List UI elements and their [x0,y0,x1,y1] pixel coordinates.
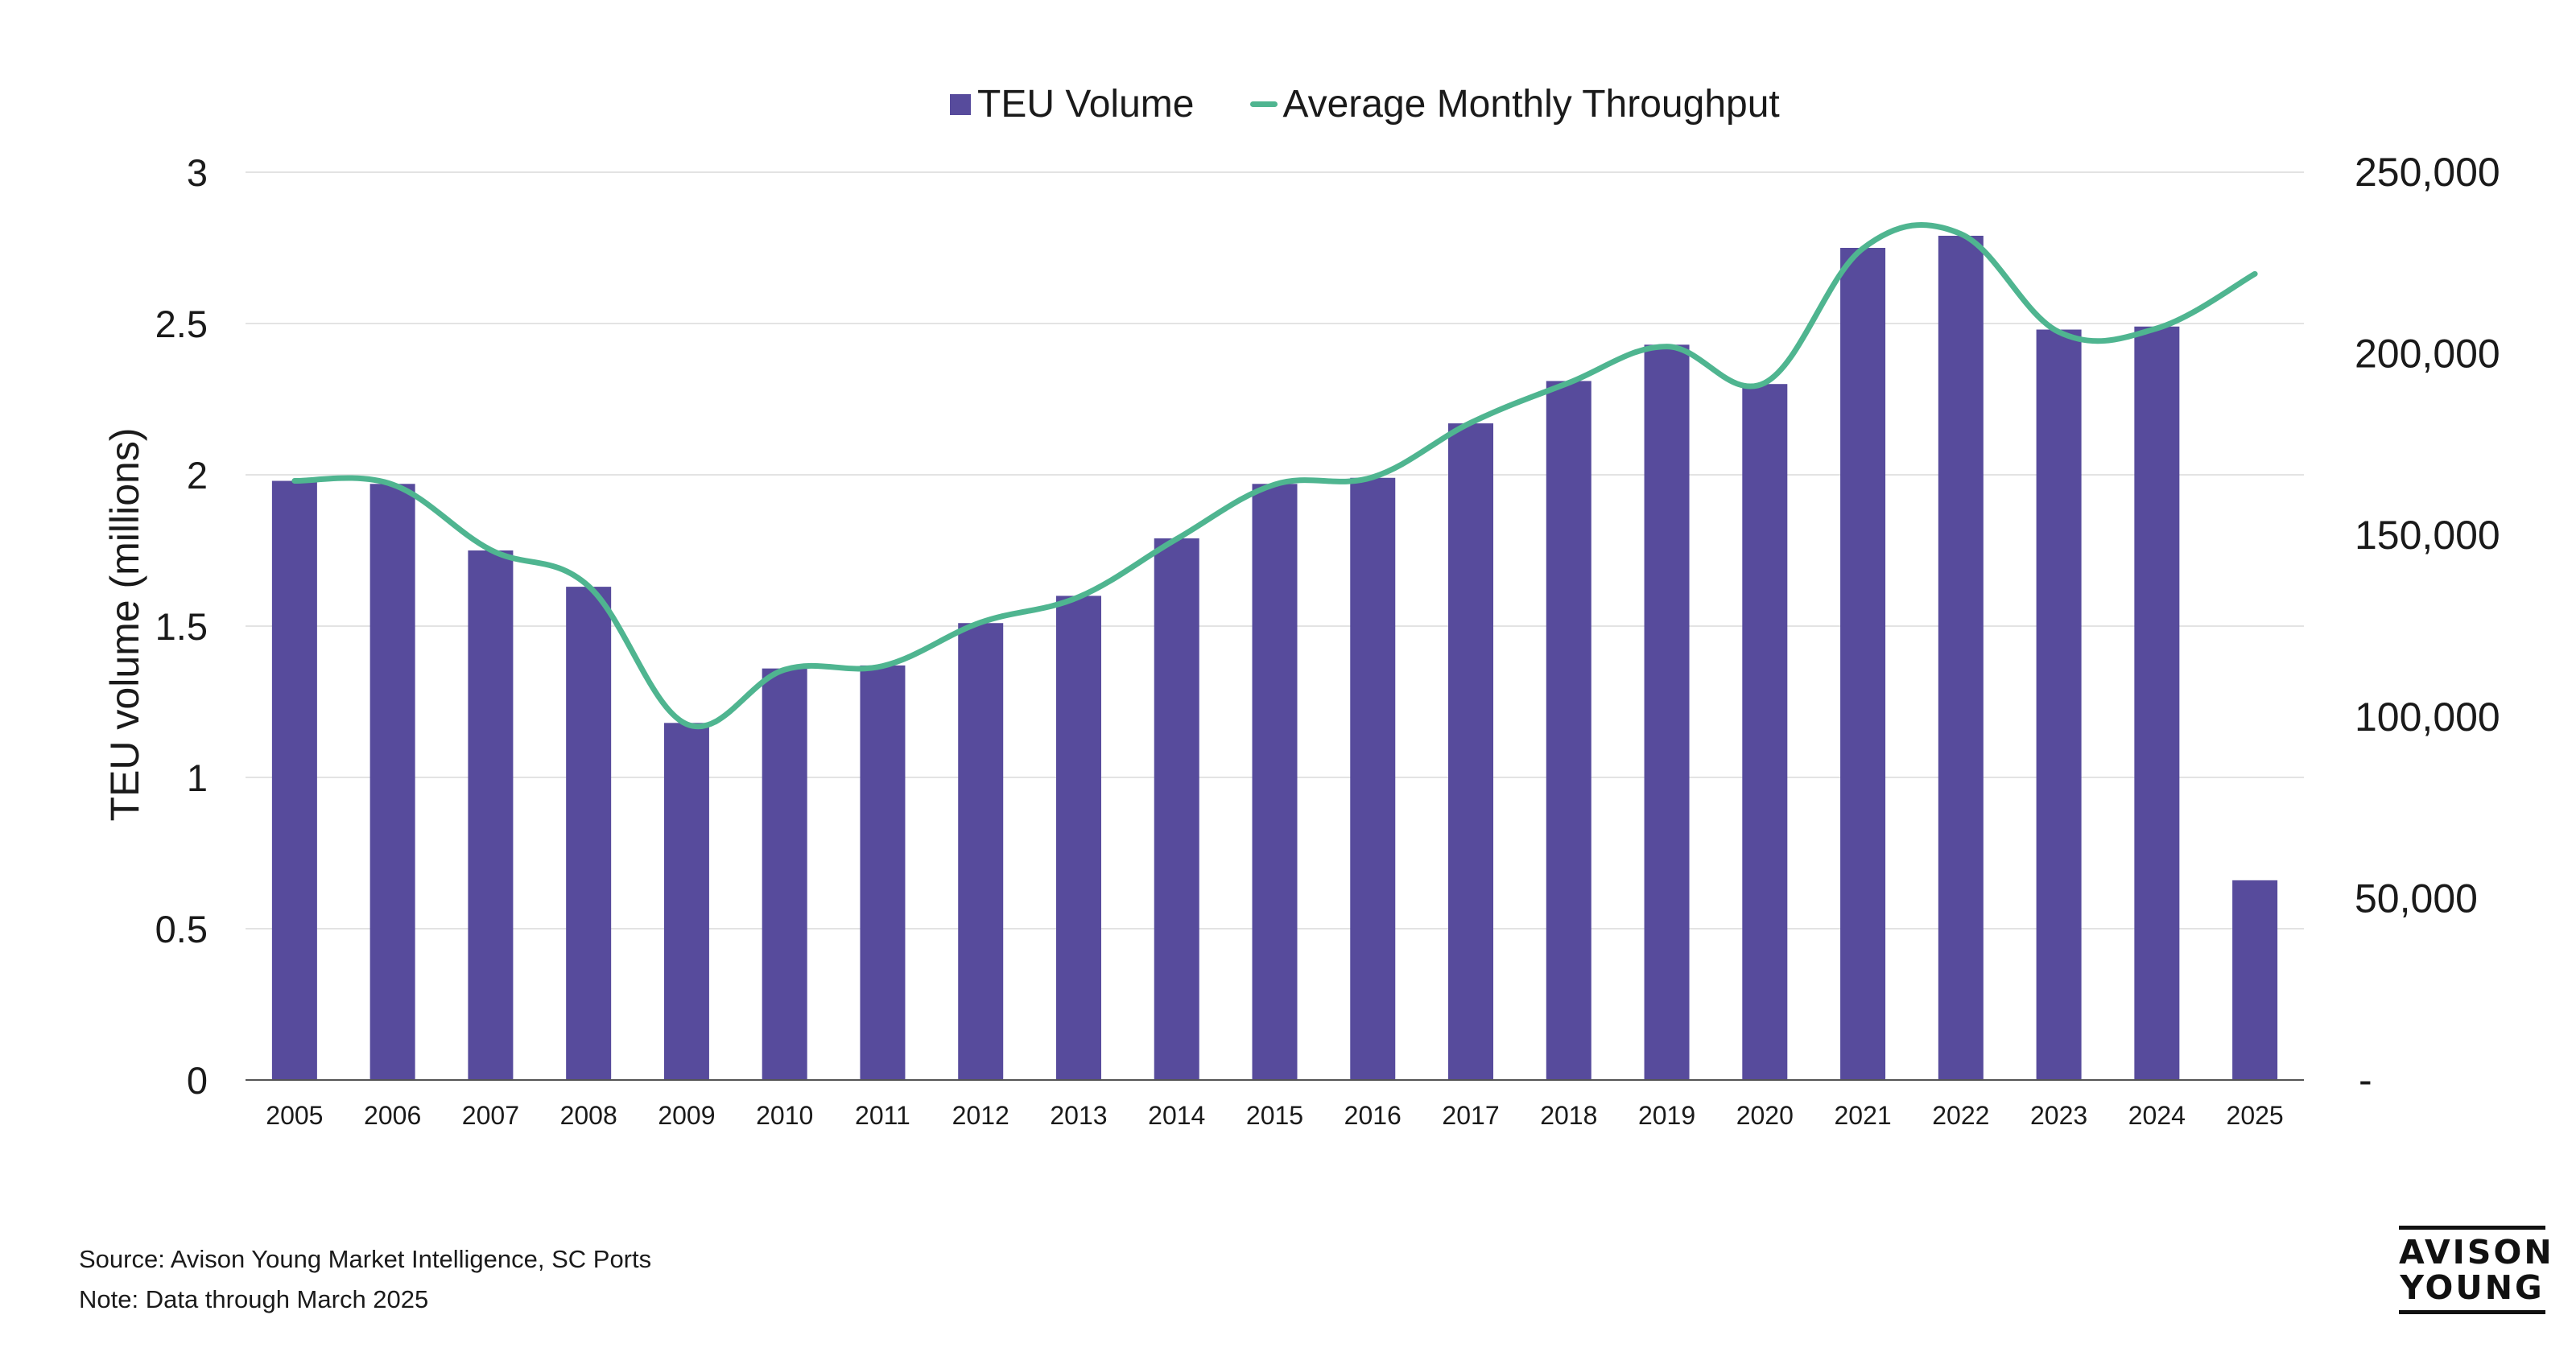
x-tick-label: 2025 [2227,1101,2284,1130]
line-point-2018 [1567,381,1571,385]
x-tick-label: 2021 [1834,1101,1891,1130]
line-point-2017 [1468,420,1473,425]
bar-2013 [1055,596,1101,1080]
y2-tick-label: 200,000 [2355,332,2500,377]
data-note: Note: Data through March 2025 [79,1285,429,1313]
bar-2010 [762,668,807,1080]
bar-2012 [958,623,1004,1080]
line-point-2007 [488,547,493,552]
logo-line-2: YOUNG [2400,1268,2545,1307]
line-point-2022 [1959,232,1963,237]
x-tick-label: 2022 [1932,1101,1989,1130]
y-tick-label: 1 [187,756,208,799]
legend-line-swatch [1250,101,1278,107]
bar-2019 [1644,344,1690,1080]
x-tick-label: 2007 [462,1101,519,1130]
x-tick-label: 2005 [266,1101,323,1130]
x-tick-label: 2011 [855,1101,910,1130]
line-point-2008 [586,583,591,588]
y-tick-label: 0 [187,1059,208,1102]
bar-2005 [271,480,317,1080]
y-tick-label: 0.5 [155,908,208,950]
logo-top-rule [2399,1226,2545,1230]
bar-2015 [1252,484,1298,1080]
line-point-2019 [1665,344,1670,349]
bar-2016 [1350,477,1396,1080]
y2-tick-label: 50,000 [2355,876,2478,921]
line-point-2013 [1076,595,1081,600]
line-point-2015 [1273,482,1278,487]
throughput-line [291,221,2258,730]
y2-tick-label: 250,000 [2355,150,2500,195]
logo-bottom-rule [2399,1310,2545,1314]
bar-2025 [2232,880,2278,1080]
line-point-2016 [1370,475,1375,480]
line-point-2021 [1860,246,1865,251]
bar-series [271,235,2278,1081]
line-point-2009 [684,722,689,727]
x-tick-label: 2014 [1148,1101,1205,1130]
x-tick-label: 2020 [1736,1101,1794,1130]
bar-2023 [2036,329,2082,1080]
x-tick-label: 2017 [1442,1101,1499,1130]
x-tick-label: 2016 [1344,1101,1402,1130]
line-point-2006 [390,482,395,487]
line-point-2012 [978,620,983,624]
legend-item-teu-volume: TEU Volume [950,82,1194,126]
x-tick-label: 2019 [1638,1101,1695,1130]
line-series [291,221,2258,730]
y-tick-label: 2 [187,454,208,497]
bar-2017 [1448,423,1494,1080]
line-point-2023 [2057,330,2062,335]
legend-label-average-monthly-throughput: Average Monthly Throughput [1282,83,1780,126]
y-axis-title: TEU volume (millions) [102,428,147,822]
line-point-2024 [2154,326,2159,331]
bar-2008 [566,587,612,1080]
bar-2006 [369,484,415,1080]
y2-tick-label: - [2359,1057,2372,1103]
x-tick-label: 2024 [2128,1101,2186,1130]
bar-2022 [1938,235,1984,1081]
legend-item-average-monthly-throughput: Average Monthly Throughput [1250,82,1780,126]
bar-2011 [860,665,906,1080]
logo-line-1: AVISON [2399,1233,2554,1272]
line-point-2011 [880,664,885,669]
chart-footer: Source: Avison Young Market Intelligence… [79,1239,651,1320]
axes: 0 0.5 1 1.5 2 2.5 3 - 50,000 100,000 150,000 200,00… [155,150,2500,1130]
x-tick-label: 2023 [2030,1101,2087,1130]
line-point-2014 [1174,537,1179,542]
line-point-2020 [1762,381,1767,385]
bar-2021 [1840,248,1886,1080]
line-point-2010 [782,667,787,672]
legend: TEU Volume Average Monthly Throughput [950,82,1780,126]
legend-bar-swatch [950,93,971,115]
bar-2020 [1742,384,1788,1080]
y-tick-label: 2.5 [155,303,208,345]
x-tick-label: 2008 [560,1101,617,1130]
bar-2024 [2134,326,2180,1080]
x-tick-label: 2013 [1050,1101,1107,1130]
bar-2009 [663,723,709,1080]
y-tick-label: 1.5 [155,605,208,648]
x-tick-label: 2009 [658,1101,715,1130]
y-tick-label: 3 [187,151,208,194]
avison-young-logo: AVISON YOUNG [2399,1226,2554,1314]
source-note: Source: Avison Young Market Intelligence… [79,1245,652,1273]
legend-label-teu-volume: TEU Volume [977,83,1195,126]
y2-tick-label: 100,000 [2355,695,2500,740]
x-tick-label: 2012 [952,1101,1009,1130]
y2-tick-label: 150,000 [2355,513,2500,558]
bar-2014 [1154,538,1199,1080]
line-point-2025 [2252,271,2257,276]
line-point-2005 [292,479,297,484]
x-tick-label: 2006 [364,1101,421,1130]
bar-2018 [1546,381,1591,1080]
x-tick-label: 2018 [1540,1101,1597,1130]
x-tick-label: 2015 [1246,1101,1303,1130]
bar-2007 [468,550,514,1080]
x-tick-label: 2010 [756,1101,813,1130]
